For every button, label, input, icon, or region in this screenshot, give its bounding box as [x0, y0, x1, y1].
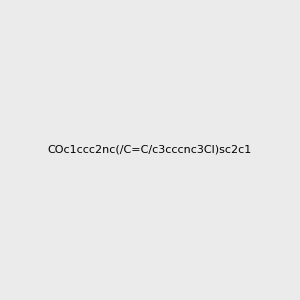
Text: COc1ccc2nc(/C=C/c3cccnc3Cl)sc2c1: COc1ccc2nc(/C=C/c3cccnc3Cl)sc2c1: [48, 145, 252, 155]
